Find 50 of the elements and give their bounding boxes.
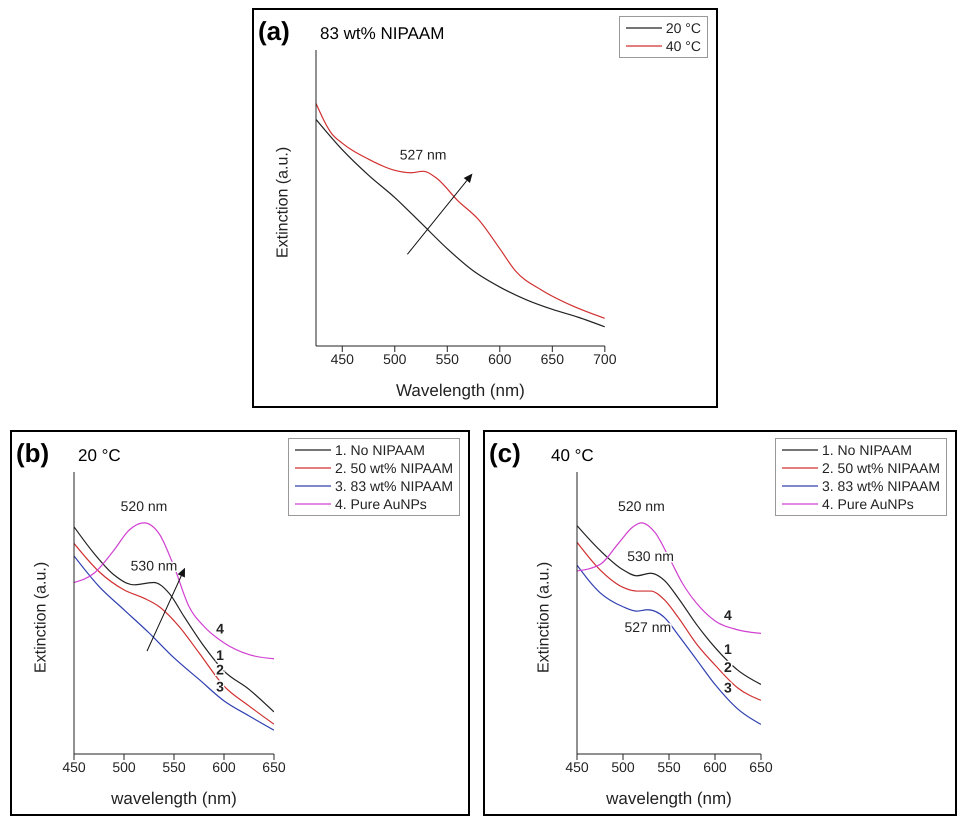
x-tick-label: 650 (749, 758, 773, 775)
x-tick-label: 600 (488, 350, 512, 367)
x-tick-label: 600 (703, 758, 727, 775)
x-tick-label: 550 (657, 758, 681, 775)
legend-label: 2. 50 wt% NIPAAM (334, 459, 453, 477)
x-axis-title: wavelength (nm) (605, 789, 732, 808)
chart-subtitle: 83 wt% NIPAAM (320, 24, 444, 44)
annotation: 1 (216, 647, 224, 664)
x-tick-label: 450 (330, 350, 354, 367)
legend-label: 1. No NIPAAM (822, 441, 912, 459)
chart-title: (a) (258, 16, 290, 47)
legend-label: 1. No NIPAAM (334, 441, 425, 459)
x-tick-label: 450 (62, 758, 86, 775)
y-axis-title: Extinction (a.u.) (32, 562, 50, 673)
legend-label: 40 °C (666, 37, 701, 55)
legend-label: 20 °C (666, 19, 701, 37)
legend-label: 3. 83 wt% NIPAAM (822, 477, 940, 495)
x-tick-label: 500 (112, 758, 136, 775)
x-tick-label: 500 (611, 758, 635, 775)
annotation: 527 nm (400, 146, 446, 162)
legend-label: 2. 50 wt% NIPAAM (822, 459, 940, 477)
x-axis-title: Wavelength (nm) (396, 381, 525, 400)
annotation: 2 (216, 662, 224, 678)
x-tick-label: 550 (162, 758, 186, 775)
chart-title: (b) (16, 438, 50, 469)
x-tick-label: 550 (436, 350, 460, 367)
x-tick-label: 650 (262, 758, 286, 775)
annotation: 3 (216, 678, 224, 694)
chart-title: (c) (489, 438, 521, 469)
annotation: 3 (724, 679, 732, 696)
legend-label: 4. Pure AuNPs (334, 495, 427, 513)
annotation: 520 nm (618, 498, 665, 514)
annotation: 4 (216, 620, 224, 637)
annotation: 527 nm (624, 618, 672, 635)
chart-subtitle: 20 °C (78, 446, 121, 466)
chart-subtitle: 40 °C (551, 446, 594, 466)
x-tick-label: 600 (212, 758, 236, 775)
annotation: 1 (724, 641, 732, 658)
annotation: 4 (724, 606, 732, 623)
legend-label: 4. Pure AuNPs (822, 495, 914, 513)
x-axis-title: wavelength (nm) (110, 789, 237, 808)
legend-label: 3. 83 wt% NIPAAM (334, 477, 453, 495)
y-axis-title: Extinction (a.u.) (274, 146, 292, 258)
x-tick-label: 450 (565, 758, 589, 775)
y-axis-title: Extinction (a.u.) (536, 562, 553, 673)
x-tick-label: 700 (593, 350, 617, 367)
x-tick-label: 500 (383, 350, 407, 367)
annotation: 2 (724, 658, 732, 675)
annotation: 520 nm (120, 498, 168, 514)
x-tick-label: 650 (540, 350, 564, 367)
